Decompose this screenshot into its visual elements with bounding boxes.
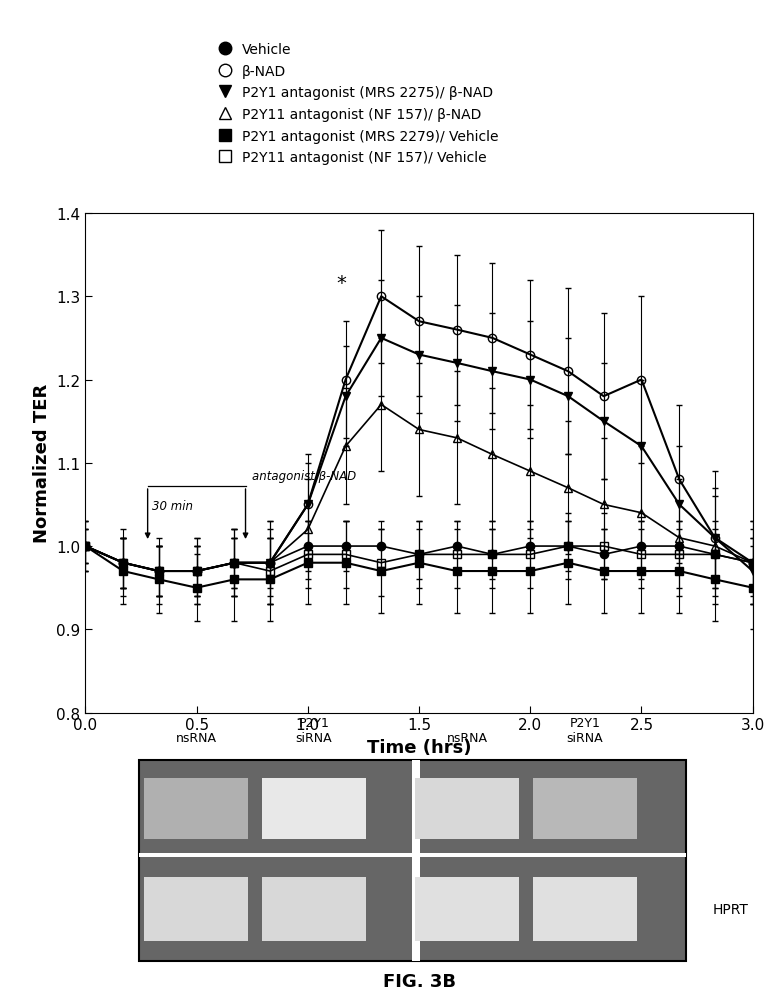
- Bar: [415, 877, 519, 941]
- Text: P2Y1
siRNA: P2Y1 siRNA: [296, 716, 332, 744]
- Bar: [415, 778, 519, 839]
- Text: FIG. 3A: FIG. 3A: [383, 822, 456, 841]
- Text: P2Y1
siRNA: P2Y1 siRNA: [566, 716, 603, 744]
- Text: nsRNA: nsRNA: [447, 731, 487, 744]
- Text: 30 min: 30 min: [152, 499, 193, 513]
- Bar: [412, 760, 421, 961]
- Legend: Vehicle, β-NAD, P2Y1 antagonist (MRS 2275)/ β-NAD, P2Y11 antagonist (NF 157)/ β-: Vehicle, β-NAD, P2Y1 antagonist (MRS 227…: [213, 39, 502, 170]
- Text: antagonist β-NAD: antagonist β-NAD: [252, 469, 356, 482]
- Text: HPRT: HPRT: [712, 902, 749, 916]
- Bar: [139, 853, 686, 857]
- Bar: [144, 778, 248, 839]
- Text: *: *: [336, 274, 346, 293]
- Text: nsRNA: nsRNA: [175, 731, 217, 744]
- X-axis label: Time (hrs): Time (hrs): [367, 738, 471, 756]
- Text: FIG. 3B: FIG. 3B: [383, 972, 456, 990]
- Bar: [262, 877, 365, 941]
- Bar: [262, 778, 365, 839]
- Bar: [144, 877, 248, 941]
- Bar: [533, 778, 637, 839]
- Bar: [533, 877, 637, 941]
- Bar: [139, 760, 686, 961]
- Y-axis label: Normalized TER: Normalized TER: [33, 384, 50, 543]
